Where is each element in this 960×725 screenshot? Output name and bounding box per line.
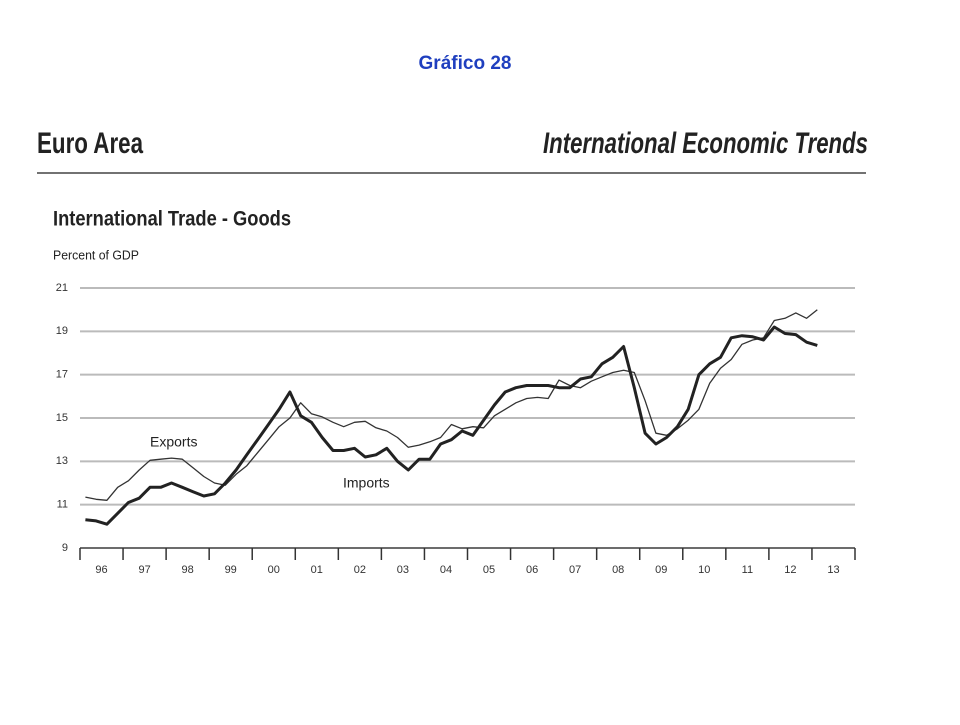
- y-tick-label: 9: [62, 542, 68, 554]
- x-tick-label: 00: [268, 564, 280, 576]
- x-tick-label: 97: [138, 564, 150, 576]
- y-tick-label: 13: [56, 455, 68, 467]
- x-tick-label: 96: [95, 564, 107, 576]
- page-title: Gráfico 28: [419, 53, 512, 74]
- x-tick-label: 02: [354, 564, 366, 576]
- x-tick-label: 12: [784, 564, 796, 576]
- x-tick-label: 04: [440, 564, 452, 576]
- x-tick-label: 10: [698, 564, 710, 576]
- x-tick-label: 03: [397, 564, 409, 576]
- annotation: Exports: [150, 434, 197, 450]
- y-tick-label: 19: [56, 325, 68, 337]
- chart-title: International Trade - Goods: [53, 208, 291, 231]
- annotation: Imports: [343, 475, 390, 491]
- x-tick-label: 98: [182, 564, 194, 576]
- x-tick-label: 07: [569, 564, 581, 576]
- header-right: International Economic Trends: [543, 127, 868, 160]
- x-tick-label: 09: [655, 564, 667, 576]
- x-tick-label: 05: [483, 564, 495, 576]
- y-axis-label: Percent of GDP: [53, 247, 139, 262]
- x-tick-label: 13: [827, 564, 839, 576]
- x-tick-label: 11: [742, 564, 753, 576]
- series-line: [85, 309, 818, 501]
- x-tick-label: 08: [612, 564, 624, 576]
- y-tick-label: 17: [56, 369, 68, 381]
- y-tick-label: 21: [56, 282, 68, 294]
- y-tick-label: 11: [57, 499, 68, 511]
- x-tick-label: 01: [311, 564, 323, 576]
- series-line: [85, 325, 818, 526]
- x-tick-label: 99: [225, 564, 237, 576]
- y-tick-label: 15: [56, 412, 68, 424]
- x-tick-label: 06: [526, 564, 538, 576]
- header-left: Euro Area: [37, 127, 143, 160]
